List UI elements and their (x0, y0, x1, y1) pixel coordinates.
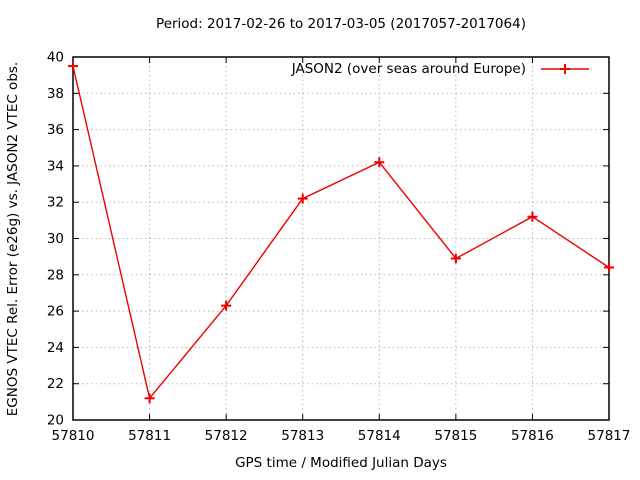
x-tick-label: 57816 (511, 428, 554, 444)
y-tick-label: 40 (47, 50, 64, 66)
chart-title: Period: 2017-02-26 to 2017-03-05 (201705… (156, 16, 526, 32)
y-tick-label: 28 (47, 267, 64, 283)
x-tick-label: 57817 (588, 428, 631, 444)
data-point-marker (450, 253, 461, 264)
y-tick-label: 26 (47, 304, 64, 320)
data-point-marker (604, 262, 614, 273)
x-tick-label: 57813 (281, 428, 324, 444)
y-tick-label: 32 (47, 195, 64, 211)
y-tick-label: 22 (47, 376, 64, 392)
data-point-marker (221, 300, 232, 311)
y-axis-label: EGNOS VTEC Rel. Error (e26g) vs. JASON2 … (5, 61, 21, 416)
legend-line-sample-icon (541, 64, 589, 74)
data-point-marker (527, 211, 538, 222)
legend-series-label: JASON2 (over seas around Europe) (291, 61, 526, 77)
x-tick-label: 57814 (358, 428, 401, 444)
legend: JASON2 (over seas around Europe) (292, 62, 590, 76)
y-tick-label: 34 (47, 158, 64, 174)
y-tick-label: 30 (47, 231, 64, 247)
x-tick-label: 57810 (52, 428, 95, 444)
y-tick-label: 24 (47, 340, 64, 356)
data-point-marker (374, 157, 385, 168)
data-point-marker (68, 61, 78, 72)
x-axis-label: GPS time / Modified Julian Days (235, 455, 447, 471)
x-tick-label: 57811 (128, 428, 171, 444)
data-point-marker (297, 193, 308, 204)
y-tick-label: 20 (47, 413, 64, 429)
x-tick-label: 57812 (205, 428, 248, 444)
data-line (72, 65, 610, 400)
y-tick-label: 38 (47, 86, 64, 102)
data-point-marker (144, 393, 155, 404)
y-tick-label: 36 (47, 122, 64, 138)
x-tick-label: 57815 (434, 428, 477, 444)
